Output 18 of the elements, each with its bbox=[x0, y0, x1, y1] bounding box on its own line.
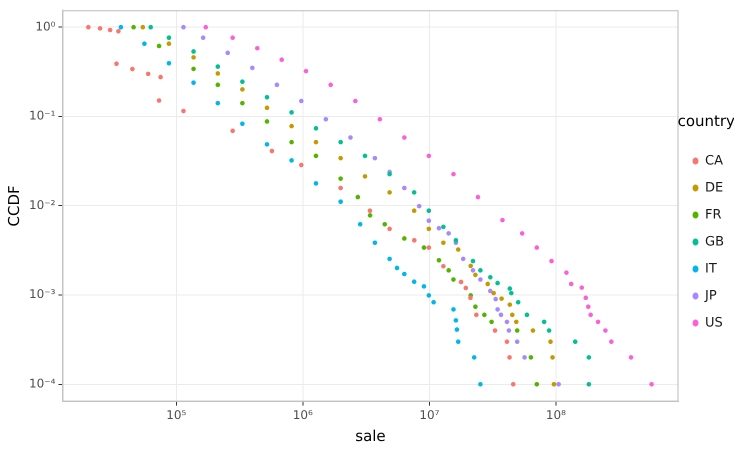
y-axis-title: CCDF bbox=[4, 185, 23, 226]
x-tick-label: 10⁶ bbox=[292, 408, 314, 422]
x-tick-label: 10⁵ bbox=[166, 408, 186, 422]
legend-label: DE bbox=[705, 180, 724, 196]
y-tick-label: 10⁻⁴ bbox=[28, 376, 56, 390]
y-tick-label: 10⁻¹ bbox=[28, 108, 56, 123]
legend-label: IT bbox=[705, 261, 717, 276]
x-tick-label: 10⁸ bbox=[546, 408, 566, 422]
legend-label: CA bbox=[705, 153, 724, 168]
legend-label: US bbox=[705, 315, 723, 330]
x-tick-label: 10⁷ bbox=[419, 408, 440, 422]
legend-label: FR bbox=[705, 207, 722, 222]
y-tick-label: 10⁰ bbox=[35, 19, 56, 34]
legend-label: JP bbox=[704, 288, 717, 304]
x-axis-title: sale bbox=[355, 426, 386, 445]
y-tick-label: 10⁻² bbox=[28, 198, 56, 212]
y-tick-label: 10⁻³ bbox=[28, 287, 56, 302]
legend-label: GB bbox=[705, 234, 724, 250]
